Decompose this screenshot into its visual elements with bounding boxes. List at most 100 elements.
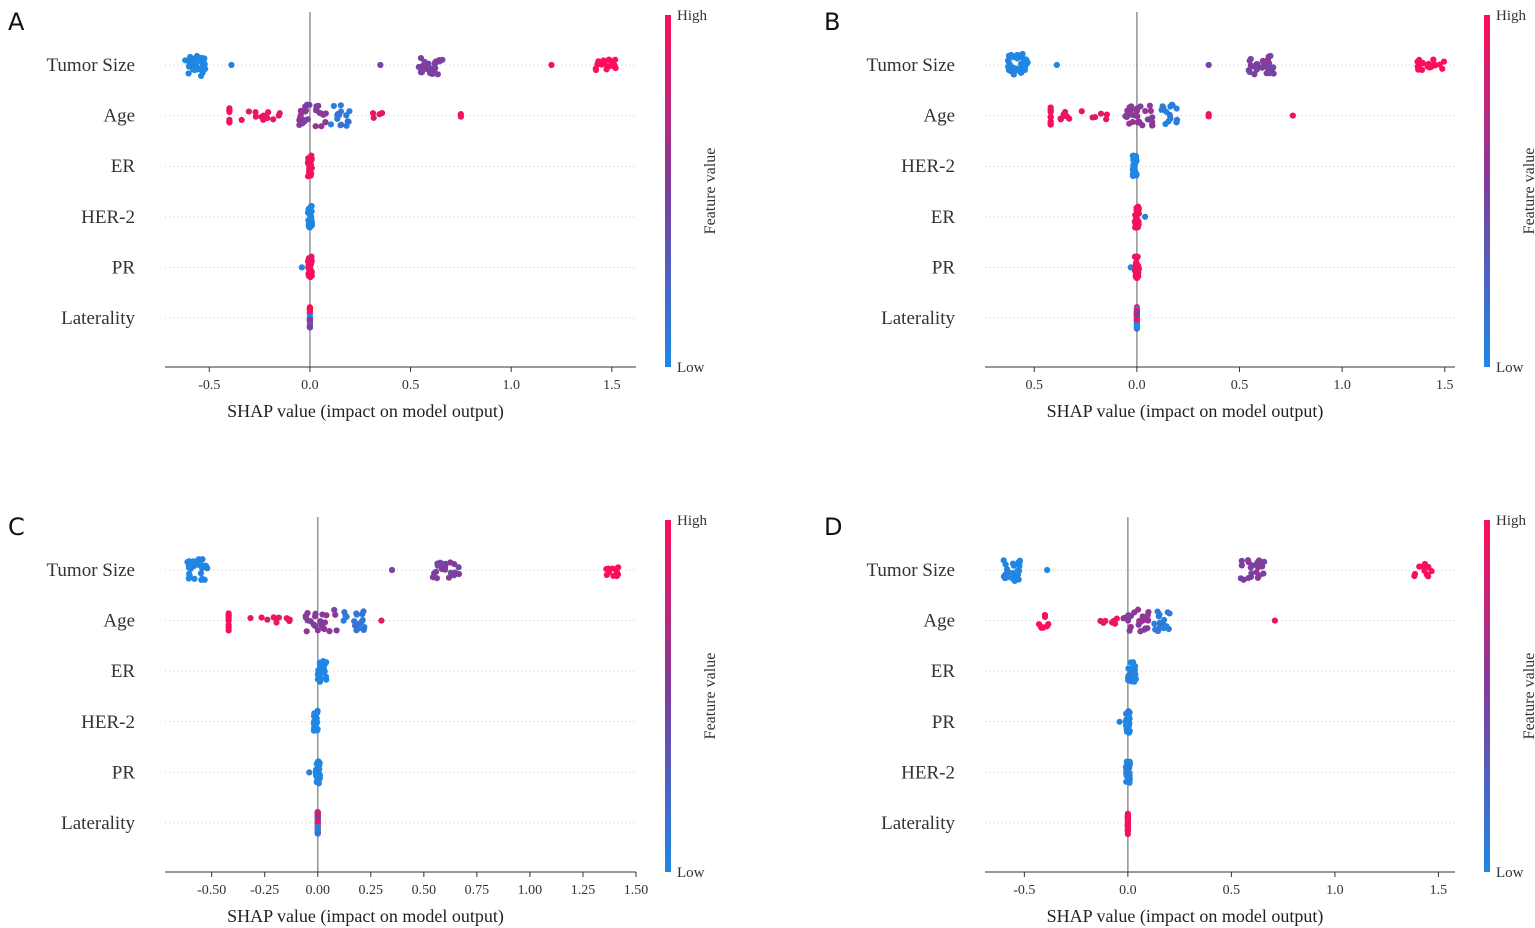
shap-point	[548, 61, 555, 69]
colorbar-high-label: High	[1496, 8, 1527, 24]
shap-point	[451, 560, 458, 568]
shap-point	[1131, 253, 1138, 260]
shap-point	[1127, 670, 1134, 677]
shap-point	[1254, 61, 1261, 68]
shap-point	[297, 112, 304, 119]
shap-point	[318, 664, 325, 671]
shap-point	[185, 70, 192, 77]
shap-point	[1103, 116, 1110, 123]
colorbar-high-label: High	[677, 513, 708, 529]
shap-point	[1005, 569, 1012, 576]
shap-point	[388, 566, 396, 574]
shap-point	[185, 562, 192, 569]
shap-point	[1009, 575, 1016, 582]
shap-point	[314, 779, 322, 786]
shap-point	[1260, 570, 1267, 577]
shap-point	[1044, 566, 1051, 574]
shap-point	[303, 628, 310, 635]
shap-point	[1146, 102, 1153, 109]
shap-point	[1289, 112, 1296, 119]
shap-point	[1045, 621, 1052, 628]
shap-point	[370, 114, 377, 121]
shap-point	[1047, 114, 1054, 121]
shap-point	[306, 323, 314, 330]
shap-point	[455, 564, 462, 571]
shap-point	[343, 112, 350, 119]
shap-point	[434, 560, 441, 567]
shap-point	[1120, 615, 1127, 622]
shap-point	[442, 566, 449, 573]
shap-point	[1124, 720, 1131, 727]
shap-point	[417, 69, 425, 76]
shap-point	[1078, 108, 1085, 115]
shap-point	[337, 102, 344, 109]
x-tick-label: 1.50	[624, 883, 649, 898]
x-tick-label: 1.0	[1333, 378, 1351, 393]
shap-point	[270, 614, 277, 621]
shap-point	[1418, 66, 1426, 73]
shap-point	[1246, 57, 1253, 64]
shap-point	[1004, 57, 1012, 64]
shap-point	[1134, 203, 1142, 210]
shap-point	[417, 55, 425, 62]
shap-point	[314, 671, 322, 679]
panel-letter: B	[824, 8, 840, 36]
shap-point	[314, 826, 321, 834]
shap-point	[1103, 111, 1110, 118]
shap-point	[1144, 116, 1151, 123]
x-tick-label: 1.25	[571, 883, 596, 898]
shap-point	[1247, 564, 1254, 571]
x-tick-label: -0.25	[250, 883, 279, 898]
feature-label: Age	[103, 106, 135, 127]
shap-point	[1258, 64, 1266, 71]
x-tick-label: 0.5	[1231, 378, 1249, 393]
shap-point	[302, 612, 309, 620]
shap-point	[1440, 58, 1448, 65]
shap-point	[276, 110, 283, 117]
shap-point	[265, 109, 272, 116]
shap-point	[1248, 570, 1255, 577]
shap-point	[605, 56, 612, 63]
shap-point	[275, 614, 282, 621]
shap-point	[1424, 63, 1431, 70]
shap-point	[1133, 316, 1140, 323]
shap-point	[600, 57, 607, 64]
shap-point	[605, 569, 612, 576]
shap-point	[247, 614, 254, 622]
shap-point	[1411, 572, 1418, 580]
feature-label: ER	[931, 207, 956, 228]
shap-point	[238, 116, 245, 124]
shap-point	[1108, 619, 1116, 626]
shap-point	[204, 565, 211, 572]
feature-label: HER-2	[81, 207, 135, 228]
shap-point	[314, 812, 321, 820]
shap-point	[1167, 115, 1174, 123]
feature-label: PR	[112, 257, 136, 278]
shap-point	[332, 611, 339, 618]
shap-point	[613, 572, 620, 580]
shap-point	[225, 627, 232, 634]
feature-label: Tumor Size	[46, 560, 135, 581]
shap-point	[314, 709, 321, 716]
shap-point	[1018, 51, 1025, 58]
shap-point	[369, 110, 377, 117]
colorbar	[1484, 520, 1490, 872]
x-tick-label: 1.5	[1436, 378, 1454, 393]
shap-point	[1047, 106, 1054, 113]
shap-point	[432, 568, 440, 575]
shap-point	[1136, 119, 1143, 126]
x-tick-label: 0.5	[1223, 883, 1241, 898]
shap-point	[327, 121, 335, 128]
x-tick-label: 0.50	[412, 883, 437, 898]
shap-point	[185, 63, 193, 70]
shap-point	[1144, 612, 1151, 619]
shap-point	[316, 761, 323, 769]
panel-B: B Tumor Size Age HER-2 ER PR Laterality 0.5 0.0 0…	[824, 8, 1535, 422]
shap-point	[1060, 112, 1067, 120]
x-axis-title: SHAP value (impact on model output)	[1047, 906, 1324, 927]
shap-point	[338, 121, 345, 128]
shap-point	[1008, 51, 1015, 59]
shap-point	[186, 570, 193, 577]
x-tick-label: 1.0	[502, 378, 520, 393]
